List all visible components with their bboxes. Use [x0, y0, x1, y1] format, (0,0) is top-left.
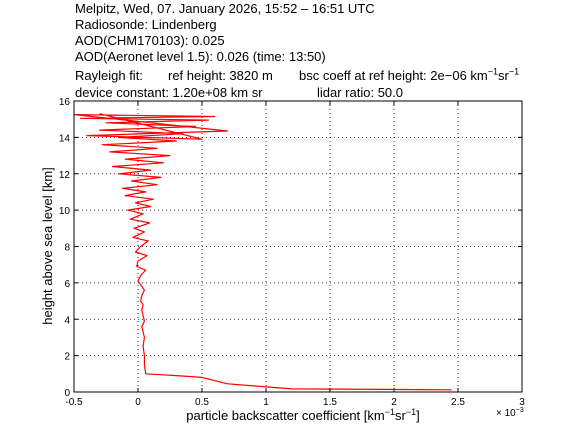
- x-tick-label: 0: [135, 397, 141, 408]
- y-tick-label: 2: [64, 352, 70, 363]
- y-tick-label: 6: [64, 279, 70, 290]
- x-multiplier: × 10−3: [496, 407, 524, 419]
- header-aod-aeronet: AOD(Aeronet level 1.5): 0.026 (time: 13:…: [75, 49, 326, 64]
- device-constant: device constant: 1.20e+08 km sr: [75, 85, 263, 100]
- header-title: Melpitz, Wed, 07. January 2026, 15:52 – …: [75, 1, 375, 16]
- rayleigh-fit-label: Rayleigh fit:: [75, 68, 143, 83]
- header-aod-chm: AOD(CHM170103): 0.025: [75, 33, 225, 48]
- x-tick-label: 2: [391, 397, 397, 408]
- y-tick-label: 12: [59, 170, 71, 181]
- backscatter-profile-layer: [73, 113, 452, 391]
- header-radiosonde: Radiosonde: Lindenberg: [75, 17, 217, 32]
- x-tick-label: 1.5: [323, 397, 337, 408]
- x-tick-label: 1: [263, 397, 269, 408]
- x-tick-label: -0.5: [65, 397, 83, 408]
- x-tick-label: 0.5: [195, 397, 209, 408]
- x-tick-label: 3: [519, 397, 525, 408]
- bsc-coeff: bsc coeff at ref height: 2e−06 km−1sr−1: [299, 66, 520, 83]
- y-tick-label: 16: [59, 97, 71, 108]
- backscatter-profile-line: [73, 113, 452, 391]
- y-tick-label: 0: [64, 388, 70, 399]
- y-tick-label: 14: [59, 133, 71, 144]
- y-axis-label: height above sea level [km]: [40, 167, 55, 325]
- ref-height: ref height: 3820 m: [168, 68, 273, 83]
- lidar-ratio: lidar ratio: 50.0: [317, 85, 403, 100]
- y-tick-label: 4: [64, 315, 70, 326]
- y-tick-label: 8: [64, 243, 70, 254]
- x-axis-label: particle backscatter coefficient [km−1sr…: [186, 407, 419, 423]
- x-tick-label: 2.5: [451, 397, 465, 408]
- y-tick-label: 10: [59, 206, 71, 217]
